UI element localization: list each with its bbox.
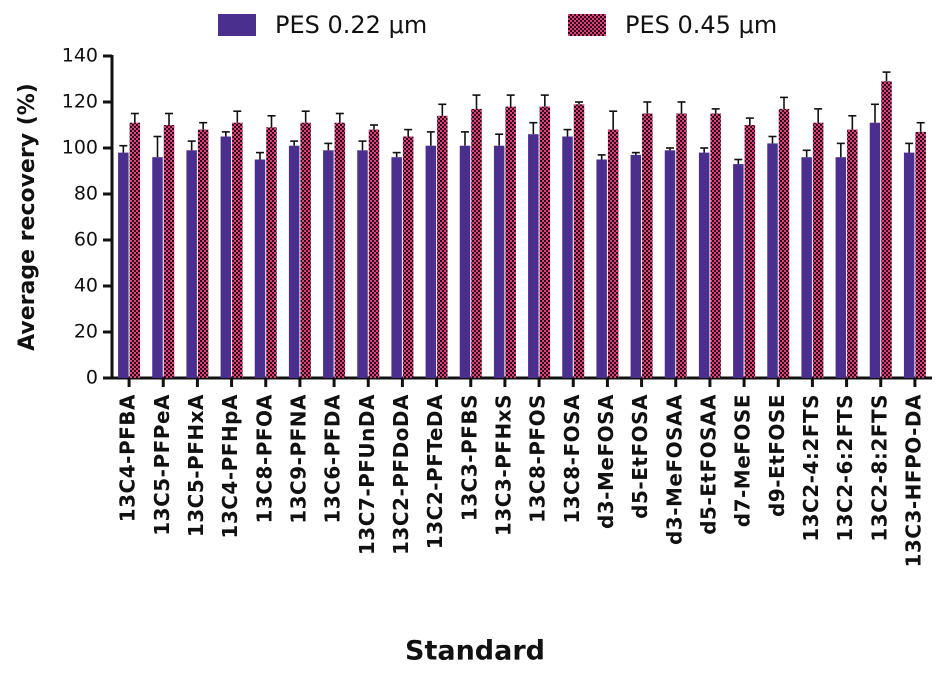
x-tick-label: 13C8-PFOA: [252, 394, 276, 524]
bar: [368, 129, 380, 378]
bar: [710, 113, 721, 378]
bar: [300, 122, 311, 378]
bar: [676, 113, 687, 378]
x-tick-label: 13C2-6:2FTS: [833, 394, 857, 542]
bar: [152, 157, 163, 378]
bar: [323, 150, 334, 378]
y-tick-label: 80: [74, 183, 98, 205]
bar: [630, 154, 642, 378]
bar: [334, 122, 346, 378]
bar: [402, 136, 414, 378]
x-tick-label: 13C6-PFDA: [321, 394, 345, 524]
legend-label: PES 0.22 μm: [275, 11, 427, 39]
bar: [266, 127, 277, 378]
bar: [812, 122, 824, 378]
bar: [357, 150, 368, 378]
x-tick-label: 13C2-8:2FTS: [867, 394, 891, 542]
x-tick-label: 13C7-PFUnDA: [355, 394, 379, 555]
y-tick-label: 40: [74, 275, 98, 297]
bar: [471, 108, 482, 379]
bar: [607, 129, 619, 378]
bar: [186, 150, 197, 378]
y-tick-label: 140: [62, 45, 98, 67]
bar: [801, 157, 812, 378]
bar: [118, 152, 129, 378]
y-axis-title: Average recovery (%): [15, 83, 40, 351]
x-tick-label: d5-EtFOSA: [628, 394, 652, 519]
bar: [288, 145, 300, 378]
y-tick-label: 60: [74, 229, 98, 251]
bar: [869, 122, 881, 378]
bar: [596, 159, 607, 378]
bar: [129, 122, 141, 378]
bar: [642, 113, 653, 378]
x-tick-label: 13C3-HFPO-DA: [901, 394, 925, 568]
bar: [493, 145, 505, 378]
bar: [562, 136, 573, 378]
bar: [163, 125, 175, 378]
bar: [573, 104, 585, 379]
x-tick-label: 13C5-PFHxA: [184, 394, 208, 537]
x-tick-label: 13C4-PFHpA: [218, 394, 242, 539]
x-tick-label: d5-EtFOSAA: [696, 394, 720, 535]
bar: [254, 159, 266, 378]
x-tick-label: d3-MeFOSAA: [662, 394, 686, 545]
x-tick-label: 13C2-4:2FTS: [799, 394, 823, 542]
x-axis-title: Standard: [405, 636, 545, 667]
bar: [391, 157, 402, 378]
bar: [698, 152, 710, 378]
x-tick-label: d9-EtFOSE: [765, 394, 789, 517]
legend-swatch: [568, 14, 606, 36]
x-tick-label: 13C3-PFHxS: [491, 394, 515, 536]
bar: [903, 152, 915, 378]
bar: [881, 81, 892, 379]
legend-label: PES 0.45 μm: [625, 11, 777, 39]
bar: [733, 164, 744, 378]
y-tick-label: 20: [74, 321, 98, 343]
y-tick-label: 0: [86, 367, 98, 389]
x-tick-label: d7-MeFOSE: [731, 394, 755, 527]
x-tick-label: d3-MeFOSA: [594, 394, 618, 529]
bar: [778, 108, 790, 379]
bar: [915, 131, 926, 378]
bar: [528, 134, 539, 378]
bar: [664, 150, 676, 378]
x-tick-label: 13C3-PFBS: [457, 394, 481, 521]
bar: [505, 106, 516, 378]
x-tick-label: 13C2-PFTeDA: [423, 394, 447, 549]
x-tick-label: 13C4-PFBA: [116, 394, 140, 522]
bar: [437, 115, 448, 379]
x-tick-label: 13C9-PFNA: [286, 394, 310, 524]
bar: [744, 125, 756, 378]
bar: [220, 136, 232, 378]
bar: [847, 129, 858, 378]
y-tick-label: 100: [62, 137, 98, 159]
bar: [835, 157, 847, 378]
bar: [197, 129, 209, 378]
bar: [459, 145, 471, 378]
legend-swatch: [218, 14, 256, 36]
x-tick-label: 13C5-PFPeA: [150, 394, 174, 536]
bar: [767, 143, 778, 378]
bar: [232, 122, 243, 378]
y-tick-label: 120: [62, 91, 98, 113]
x-tick-label: 13C2-PFDoDA: [389, 394, 413, 555]
x-tick-label: 13C8-PFOS: [526, 394, 550, 523]
x-tick-label: 13C8-FOSA: [560, 394, 584, 524]
bar: [539, 106, 551, 378]
bar: [425, 145, 437, 378]
